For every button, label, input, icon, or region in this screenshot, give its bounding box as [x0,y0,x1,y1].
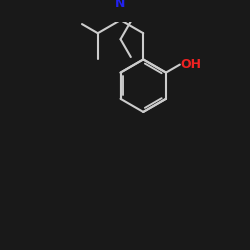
Text: N: N [115,0,126,10]
Text: OH: OH [181,58,202,71]
